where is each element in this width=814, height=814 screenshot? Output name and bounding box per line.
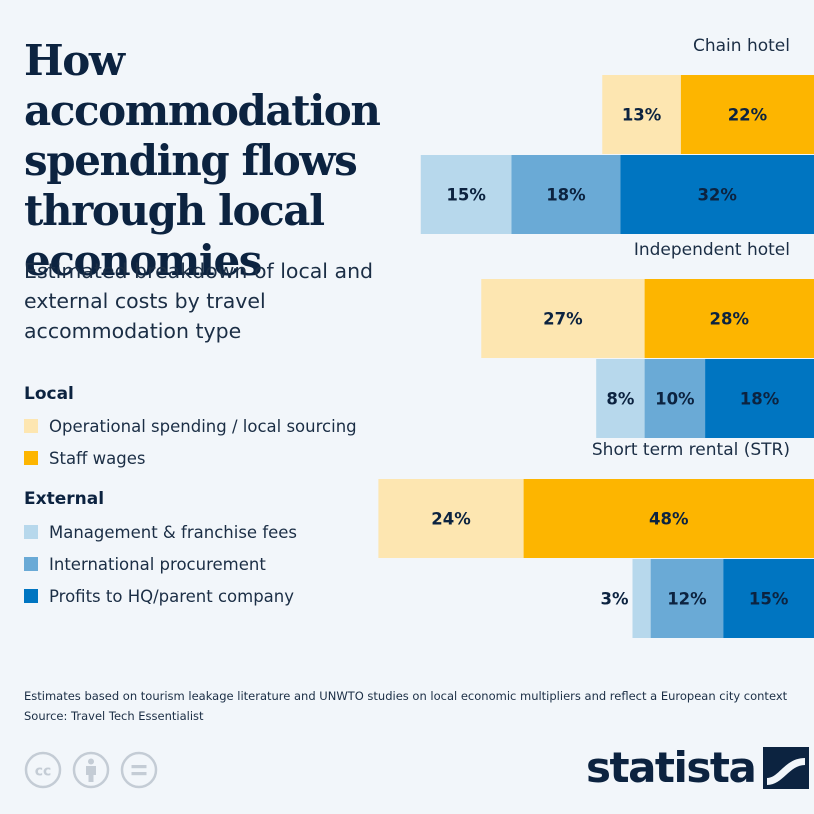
page-title: How accommodation spending flows through… bbox=[24, 36, 381, 285]
legend-item-wages: Staff wages bbox=[24, 443, 146, 473]
bar-value-label: 22% bbox=[728, 106, 768, 125]
legend-heading-local: Local bbox=[24, 384, 74, 404]
bar-value-label: 32% bbox=[697, 186, 737, 205]
bar-segment-wages bbox=[680, 75, 814, 154]
legend-heading-external: External bbox=[24, 489, 105, 509]
legend-swatch-operational bbox=[24, 419, 38, 433]
bar-value-label: 15% bbox=[749, 590, 789, 609]
category-label-independent-hotel: Independent hotel bbox=[634, 240, 790, 260]
bar-value-label: 48% bbox=[649, 510, 689, 529]
legend-label: Staff wages bbox=[49, 448, 146, 468]
bar-value-label: 13% bbox=[622, 106, 662, 125]
footnote: Estimates based on tourism leakage liter… bbox=[24, 689, 788, 703]
bar-segment-fees bbox=[632, 559, 651, 638]
license-icons: cc bbox=[24, 751, 168, 789]
legend-swatch-fees bbox=[24, 525, 38, 539]
statista-logo-icon bbox=[763, 747, 810, 789]
bar-segment-fees bbox=[420, 155, 512, 234]
bar-segment-fees bbox=[596, 359, 645, 438]
bar-value-label: 27% bbox=[543, 310, 583, 329]
legend-label: Management & franchise fees bbox=[49, 522, 298, 542]
legend-item-profits: Profits to HQ/parent company bbox=[24, 581, 294, 611]
legend-item-operational: Operational spending / local sourcing bbox=[24, 411, 357, 441]
bar-segment-operational bbox=[602, 75, 681, 154]
category-label-short-term-rental-str: Short term rental (STR) bbox=[592, 440, 790, 460]
bar-segment-profits bbox=[705, 359, 814, 438]
bar-segment-procurement bbox=[644, 359, 706, 438]
bar-value-label: 15% bbox=[446, 186, 486, 205]
bar-value-label: 28% bbox=[710, 310, 750, 329]
statista-logo[interactable]: statista bbox=[586, 743, 810, 792]
bar-value-label: 8% bbox=[606, 390, 634, 409]
bar-value-label: 18% bbox=[546, 186, 586, 205]
bar-value-label: 10% bbox=[655, 390, 695, 409]
bar-segment-profits bbox=[620, 155, 814, 234]
legend-swatch-wages bbox=[24, 451, 38, 465]
svg-text:cc: cc bbox=[35, 764, 52, 780]
legend-swatch-procurement bbox=[24, 557, 38, 571]
bar-value-label: 18% bbox=[740, 390, 780, 409]
bar-segment-wages bbox=[523, 479, 814, 558]
legend-swatch-profits bbox=[24, 589, 38, 603]
bar-segment-operational bbox=[378, 479, 524, 558]
bar-value-label: 24% bbox=[431, 510, 471, 529]
category-label-chain-hotel: Chain hotel bbox=[693, 36, 790, 56]
bar-segment-wages bbox=[644, 279, 814, 358]
no-derivatives-icon[interactable] bbox=[120, 751, 158, 789]
creative-commons-icon[interactable]: cc bbox=[24, 751, 62, 789]
bar-segment-procurement bbox=[511, 155, 621, 234]
legend-label: Operational spending / local sourcing bbox=[49, 416, 357, 436]
legend-item-procurement: International procurement bbox=[24, 549, 266, 579]
legend-label: Profits to HQ/parent company bbox=[49, 586, 295, 606]
page-subtitle: Estimated breakdown of local and externa… bbox=[24, 259, 374, 343]
bar-value-label: 3% bbox=[600, 590, 628, 609]
footer: Estimates based on tourism leakage liter… bbox=[24, 686, 787, 726]
source-note: Source: Travel Tech Essentialist bbox=[24, 709, 204, 723]
bar-segment-profits bbox=[723, 559, 814, 638]
bar-segment-operational bbox=[481, 279, 645, 358]
legend-label: International procurement bbox=[49, 554, 266, 574]
bar-value-label: 12% bbox=[667, 590, 707, 609]
brand-wordmark: statista bbox=[586, 743, 757, 792]
attribution-icon[interactable] bbox=[72, 751, 110, 789]
bar-segment-procurement bbox=[650, 559, 724, 638]
legend-item-fees: Management & franchise fees bbox=[24, 517, 297, 547]
